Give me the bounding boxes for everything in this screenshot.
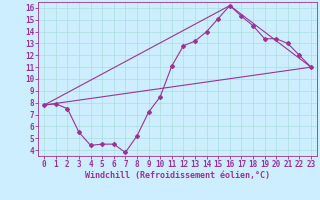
X-axis label: Windchill (Refroidissement éolien,°C): Windchill (Refroidissement éolien,°C) (85, 171, 270, 180)
